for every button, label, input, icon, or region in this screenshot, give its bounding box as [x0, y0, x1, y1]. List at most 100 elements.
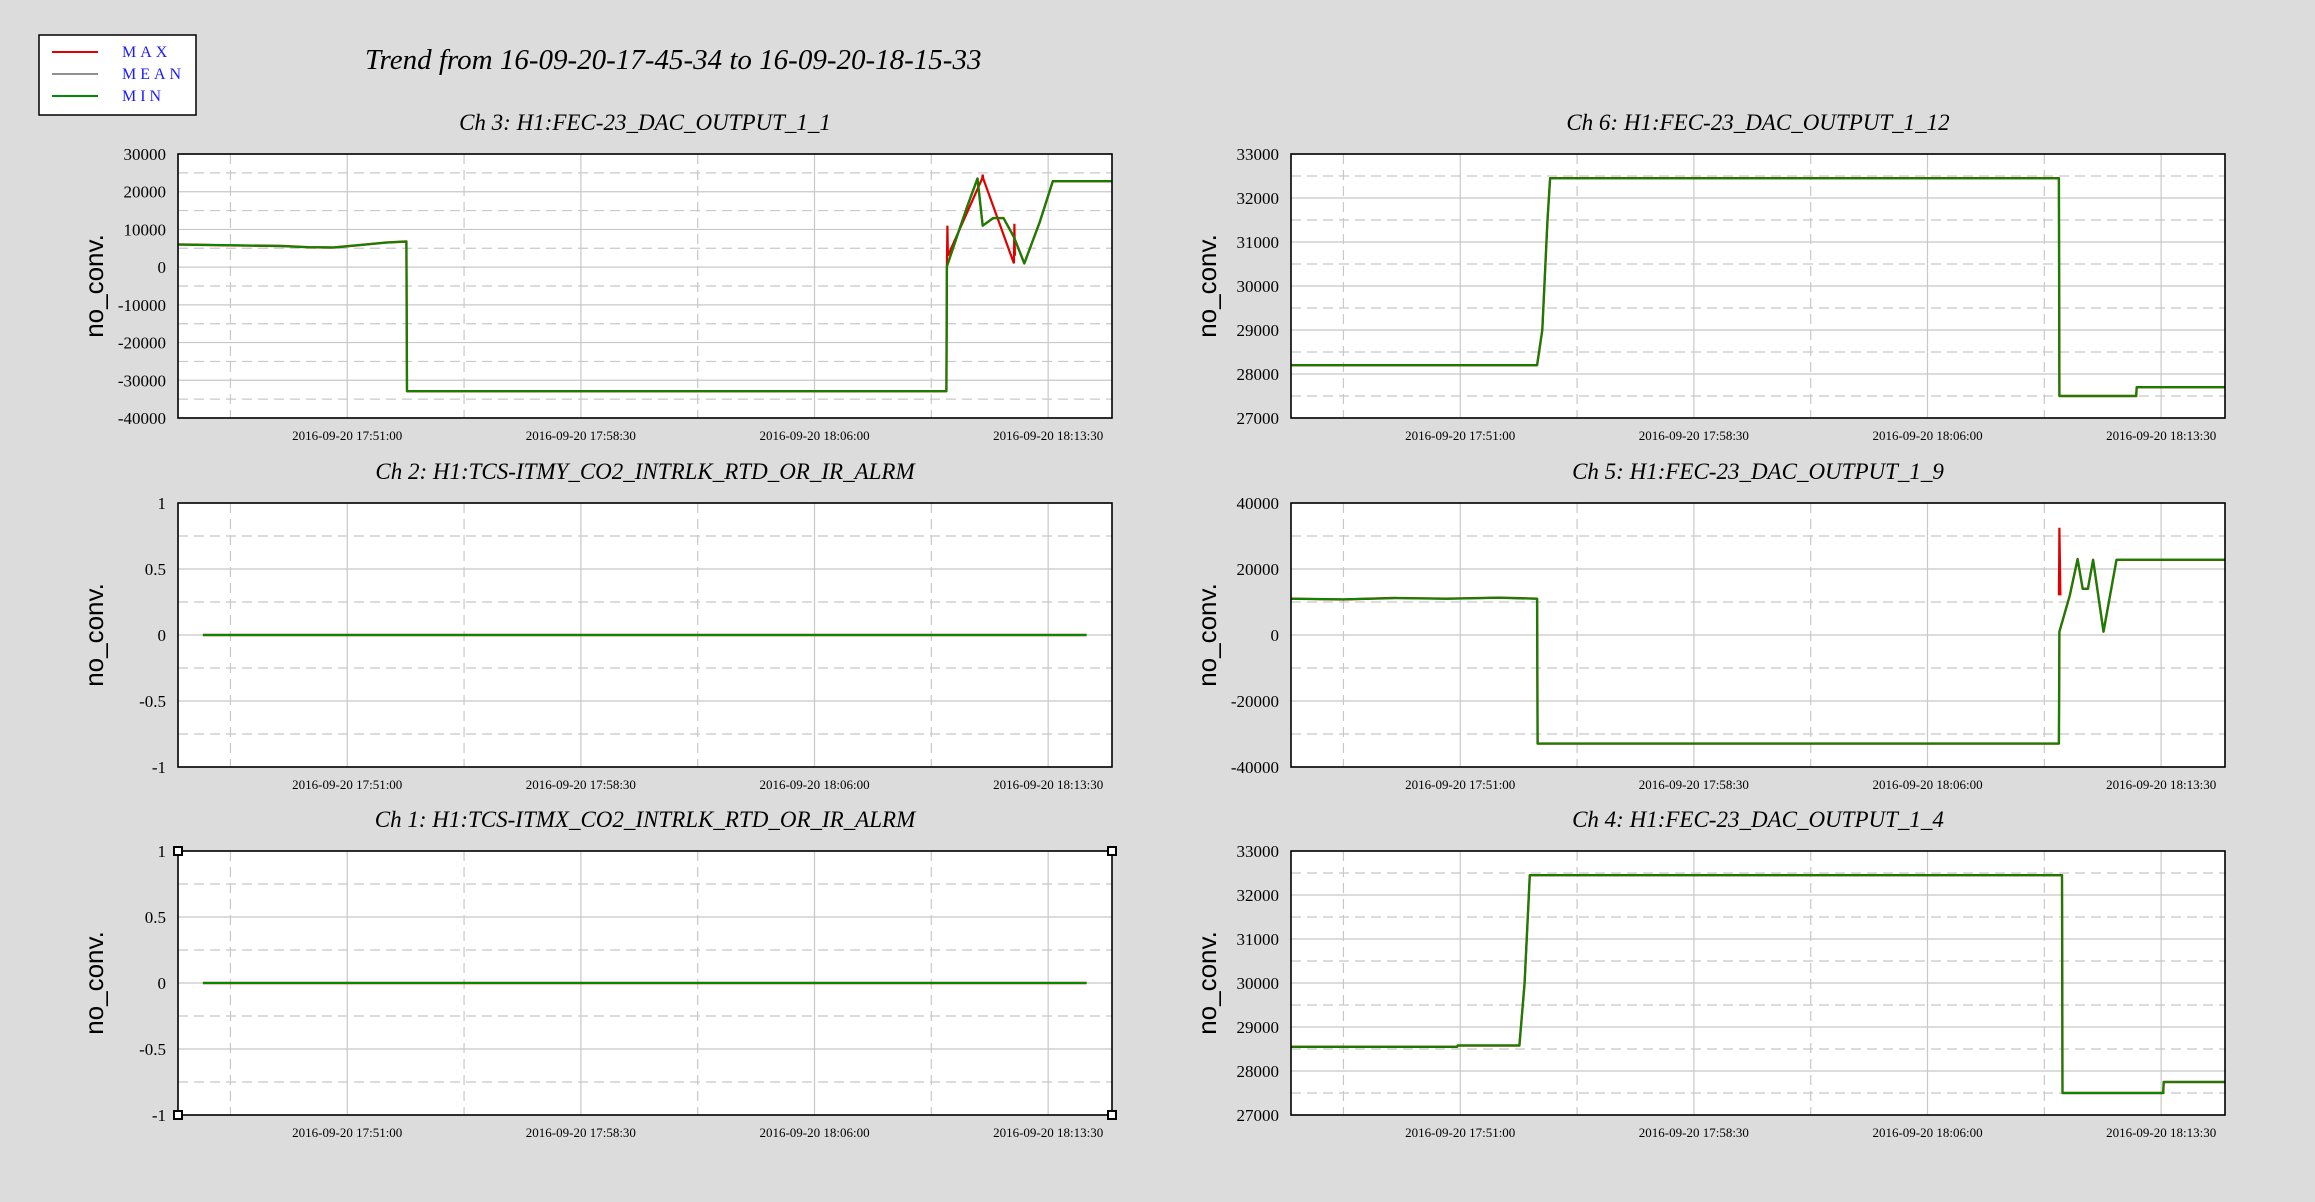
x-tick-label: 2016-09-20 18:13:30 — [2106, 777, 2216, 792]
y-tick-label: -1 — [152, 758, 166, 777]
y-tick-label: 27000 — [1237, 409, 1280, 428]
y-axis-label: no_conv. — [79, 583, 109, 687]
y-tick-label: 0 — [1271, 626, 1280, 645]
y-tick-label: -1 — [152, 1106, 166, 1125]
selection-handle — [173, 1110, 183, 1120]
chart-title: Ch 1: H1:TCS-ITMX_CO2_INTRLK_RTD_OR_IR_A… — [375, 807, 917, 832]
y-tick-label: 29000 — [1237, 321, 1280, 340]
y-tick-label: 32000 — [1237, 189, 1280, 208]
y-tick-label: 32000 — [1237, 886, 1280, 905]
chart-4: Ch 5: H1:FEC-23_DAC_OUTPUT_1_9 40000 20000… — [1192, 459, 2226, 792]
legend-label-mean: MEAN — [122, 66, 185, 83]
figure-title: Trend from 16-09-20-17-45-34 to 16-09-20… — [365, 44, 981, 76]
y-tick-label: 0.5 — [145, 908, 166, 927]
selection-handle — [173, 846, 183, 856]
y-tick-label: 29000 — [1237, 1018, 1280, 1037]
x-tick-label: 2016-09-20 18:13:30 — [993, 1125, 1103, 1140]
selection-handle — [1107, 846, 1117, 856]
y-tick-label: 20000 — [1237, 560, 1280, 579]
y-tick-label: 28000 — [1237, 365, 1280, 384]
series-line-min — [1290, 558, 2225, 745]
x-tick-label: 2016-09-20 18:13:30 — [993, 777, 1103, 792]
y-tick-label: 0 — [158, 258, 167, 277]
x-tick-label: 2016-09-20 17:58:30 — [1639, 777, 1749, 792]
x-tick-label: 2016-09-20 18:06:00 — [1872, 1125, 1982, 1140]
x-tick-label: 2016-09-20 18:06:00 — [1872, 777, 1982, 792]
y-tick-label: 31000 — [1237, 930, 1280, 949]
chart-5: Ch 1: H1:TCS-ITMX_CO2_INTRLK_RTD_OR_IR_A… — [79, 807, 1117, 1140]
y-tick-label: 30000 — [1237, 277, 1280, 296]
y-tick-label: -0.5 — [139, 1040, 166, 1059]
y-tick-label: 33000 — [1237, 842, 1280, 861]
y-tick-label: -30000 — [118, 371, 166, 390]
chart-title: Ch 5: H1:FEC-23_DAC_OUTPUT_1_9 — [1572, 459, 1944, 484]
y-tick-label: 31000 — [1237, 233, 1280, 252]
y-tick-label: 10000 — [124, 220, 167, 239]
chart-grid: Ch 3: H1:FEC-23_DAC_OUTPUT_1_1 30000 20000… — [79, 110, 2226, 1140]
x-tick-label: 2016-09-20 17:51:00 — [1405, 1125, 1515, 1140]
plot-frame — [1290, 153, 2226, 419]
chart-6: Ch 4: H1:FEC-23_DAC_OUTPUT_1_4 33000 32000… — [1192, 807, 2226, 1140]
y-axis-label: no_conv. — [79, 234, 109, 338]
x-tick-label: 2016-09-20 17:58:30 — [526, 777, 636, 792]
chart-title: Ch 3: H1:FEC-23_DAC_OUTPUT_1_1 — [459, 110, 831, 135]
x-tick-label: 2016-09-20 17:51:00 — [1405, 777, 1515, 792]
chart-title: Ch 4: H1:FEC-23_DAC_OUTPUT_1_4 — [1572, 807, 1944, 832]
y-tick-label: 27000 — [1237, 1106, 1280, 1125]
x-tick-label: 2016-09-20 17:51:00 — [292, 1125, 402, 1140]
y-tick-label: 0 — [158, 626, 167, 645]
x-tick-label: 2016-09-20 17:58:30 — [526, 428, 636, 443]
y-tick-label: 0.5 — [145, 560, 166, 579]
y-tick-label: 28000 — [1237, 1062, 1280, 1081]
chart-title: Ch 6: H1:FEC-23_DAC_OUTPUT_1_12 — [1566, 110, 1949, 135]
x-tick-label: 2016-09-20 17:58:30 — [526, 1125, 636, 1140]
y-tick-label: -10000 — [118, 296, 166, 315]
y-tick-label: -20000 — [1231, 692, 1279, 711]
chart-3: Ch 2: H1:TCS-ITMY_CO2_INTRLK_RTD_OR_IR_A… — [79, 459, 1113, 792]
y-axis-label: no_conv. — [79, 931, 109, 1035]
x-tick-label: 2016-09-20 17:51:00 — [292, 428, 402, 443]
y-tick-label: -40000 — [118, 409, 166, 428]
legend: MAX MEAN MIN — [38, 34, 197, 116]
y-tick-label: 20000 — [124, 183, 167, 202]
legend-label-min: MIN — [122, 88, 165, 105]
y-tick-label: -0.5 — [139, 692, 166, 711]
y-tick-label: 1 — [158, 494, 167, 513]
y-tick-label: 0 — [158, 974, 167, 993]
y-tick-label: -20000 — [118, 334, 166, 353]
plot-frame — [177, 153, 1113, 419]
x-tick-label: 2016-09-20 17:51:00 — [292, 777, 402, 792]
x-tick-label: 2016-09-20 18:06:00 — [1872, 428, 1982, 443]
y-tick-label: 40000 — [1237, 494, 1280, 513]
y-axis-label: no_conv. — [1192, 234, 1222, 338]
y-tick-label: -40000 — [1231, 758, 1279, 777]
plot-frame — [177, 502, 1113, 768]
plot-frame — [1290, 502, 2226, 768]
x-tick-label: 2016-09-20 18:06:00 — [759, 1125, 869, 1140]
y-axis-label: no_conv. — [1192, 931, 1222, 1035]
x-tick-label: 2016-09-20 17:58:30 — [1639, 428, 1749, 443]
plot-frame — [1290, 850, 2226, 1116]
y-tick-label: 33000 — [1237, 145, 1280, 164]
y-tick-label: 30000 — [1237, 974, 1280, 993]
chart-2: Ch 6: H1:FEC-23_DAC_OUTPUT_1_12 33000 3200… — [1192, 110, 2226, 443]
x-tick-label: 2016-09-20 17:51:00 — [1405, 428, 1515, 443]
y-tick-label: 1 — [158, 842, 167, 861]
series-line-min — [1291, 177, 2225, 397]
series-line-min — [177, 177, 1112, 393]
series-line-min — [1291, 874, 2225, 1094]
chart-1: Ch 3: H1:FEC-23_DAC_OUTPUT_1_1 30000 20000… — [79, 110, 1113, 443]
y-axis-label: no_conv. — [1192, 583, 1222, 687]
x-tick-label: 2016-09-20 18:13:30 — [993, 428, 1103, 443]
selection-handle — [1107, 1110, 1117, 1120]
x-tick-label: 2016-09-20 18:13:30 — [2106, 1125, 2216, 1140]
x-tick-label: 2016-09-20 18:06:00 — [759, 428, 869, 443]
chart-title: Ch 2: H1:TCS-ITMY_CO2_INTRLK_RTD_OR_IR_A… — [375, 459, 916, 484]
series-line-max — [2057, 527, 2062, 596]
x-tick-label: 2016-09-20 18:13:30 — [2106, 428, 2216, 443]
legend-label-max: MAX — [122, 44, 171, 61]
y-tick-label: 30000 — [124, 145, 167, 164]
x-tick-label: 2016-09-20 17:58:30 — [1639, 1125, 1749, 1140]
